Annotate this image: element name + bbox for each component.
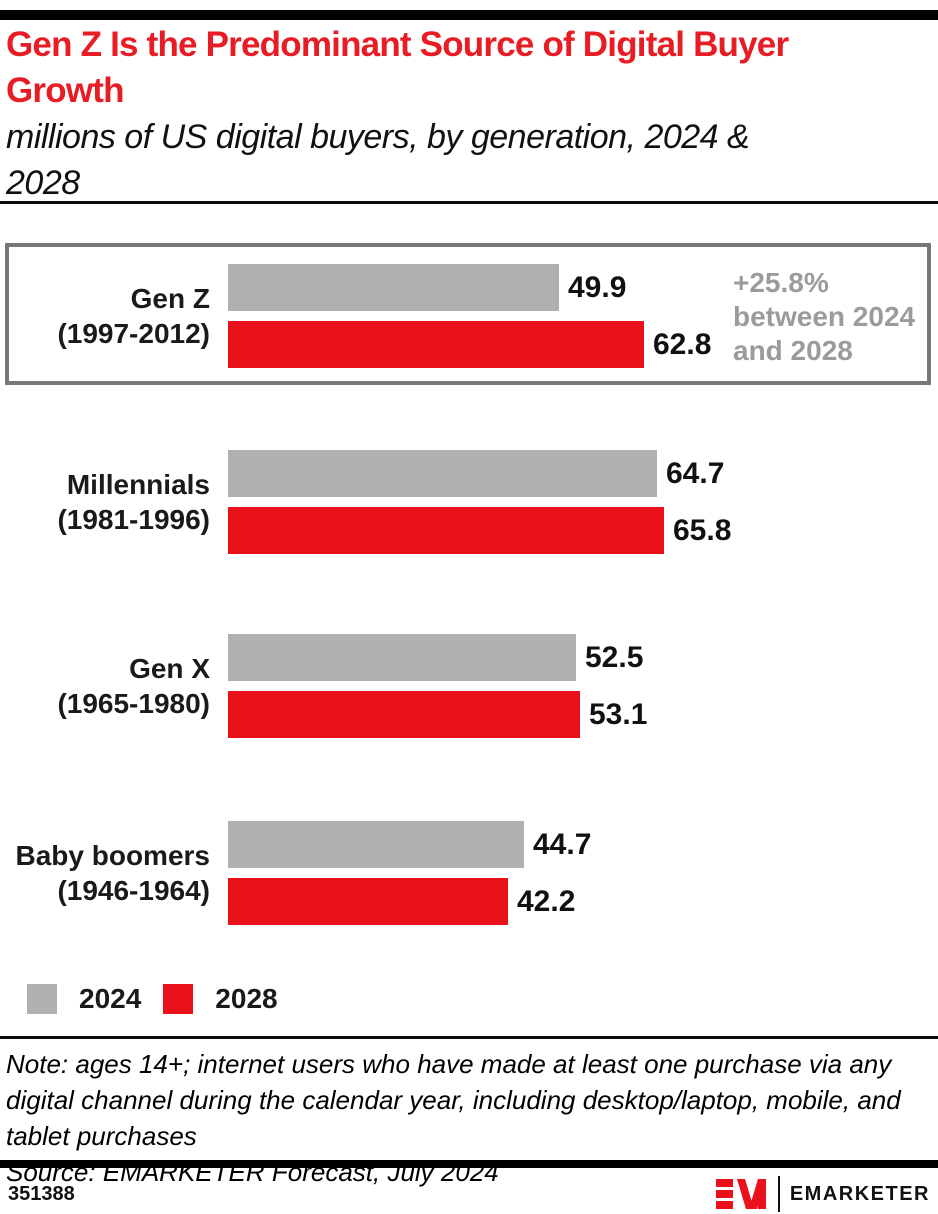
bar-row-2028: 62.8 — [228, 321, 711, 368]
category-years: (1965-1980) — [57, 688, 210, 719]
subtitle-line-2: 2028 — [6, 164, 80, 202]
bar-row-2024: 64.7 — [228, 450, 724, 497]
bar-value-2028-gen-z: 62.8 — [653, 327, 712, 361]
em-monogram-icon — [715, 1179, 766, 1209]
genz-highlight-box — [5, 243, 931, 385]
bar-row-2028: 53.1 — [228, 691, 647, 738]
bar-group-millennials: Millennials (1981-1996) 64.7 65.8 — [0, 450, 938, 554]
bar-2024-gen-x — [228, 634, 576, 681]
bar-row-2024: 44.7 — [228, 821, 591, 868]
chart-subtitle: millions of US digital buyers, by genera… — [6, 114, 750, 206]
legend: 2024 2028 — [27, 983, 278, 1015]
category-label-gen-z: Gen Z (1997-2012) — [0, 264, 210, 368]
top-accent-bar — [0, 10, 938, 20]
category-label-gen-x: Gen X (1965-1980) — [0, 634, 210, 738]
bar-row-2024: 49.9 — [228, 264, 626, 311]
subtitle-line-1: millions of US digital buyers, by genera… — [6, 118, 750, 156]
category-name: Millennials — [66, 469, 210, 500]
bar-value-2024-gen-z: 49.9 — [568, 270, 627, 304]
legend-item-2024: 2024 — [27, 983, 141, 1015]
category-label-baby-boomers: Baby boomers (1946-1964) — [0, 821, 211, 925]
brand-name: EMARKETER — [789, 1182, 930, 1205]
bar-2024-millennials — [228, 450, 657, 497]
bar-value-2028-baby-boomers: 42.2 — [517, 884, 576, 918]
category-years: (1946-1964) — [57, 875, 210, 906]
legend-item-2028: 2028 — [163, 983, 278, 1015]
bar-row-2028: 42.2 — [228, 878, 575, 925]
bar-group-gen-z: Gen Z (1997-2012) 49.9 62.8 — [0, 264, 938, 368]
bar-2028-gen-x — [228, 691, 580, 738]
growth-annotation: +25.8% between 2024 and 2028 — [733, 267, 916, 366]
bar-2028-gen-z — [228, 321, 644, 368]
bar-2024-gen-z — [228, 264, 559, 311]
category-years: (1981-1996) — [57, 504, 210, 535]
chart-title: Gen Z Is the Predominant Source of Digit… — [6, 22, 789, 114]
chart-id: 351388 — [8, 1183, 75, 1205]
bar-2024-baby-boomers — [228, 821, 524, 868]
category-label-millennials: Millennials (1981-1996) — [0, 450, 210, 554]
bar-group-gen-x: Gen X (1965-1980) 52.5 53.1 — [0, 634, 938, 738]
category-name: Baby boomers — [15, 840, 211, 871]
logo-divider — [777, 1176, 780, 1212]
bar-2028-millennials — [228, 507, 664, 554]
bar-2028-baby-boomers — [228, 878, 508, 925]
bar-row-2024: 52.5 — [228, 634, 643, 681]
bar-group-baby-boomers: Baby boomers (1946-1964) 44.7 42.2 — [0, 821, 938, 925]
title-line-1: Gen Z Is the Predominant Source of Digit… — [6, 25, 789, 64]
category-name: Gen X — [129, 653, 210, 684]
bar-value-2028-gen-x: 53.1 — [589, 697, 648, 731]
legend-label-2028: 2028 — [215, 983, 278, 1014]
bar-row-2028: 65.8 — [228, 507, 731, 554]
header-divider — [0, 201, 938, 204]
bottom-accent-bar — [0, 1160, 938, 1168]
emarketer-logo: EMARKETER — [715, 1176, 930, 1212]
bar-value-2024-baby-boomers: 44.7 — [533, 827, 592, 861]
bar-value-2028-millennials: 65.8 — [673, 513, 732, 547]
legend-swatch-2024 — [27, 984, 57, 1014]
footnote-divider — [0, 1036, 938, 1039]
category-name: Gen Z — [130, 283, 210, 314]
note-text: Note: ages 14+; internet users who have … — [6, 1049, 901, 1151]
bar-value-2024-gen-x: 52.5 — [585, 640, 644, 674]
category-years: (1997-2012) — [57, 318, 210, 349]
title-line-2: Growth — [6, 71, 124, 110]
legend-label-2024: 2024 — [79, 983, 142, 1014]
bar-value-2024-millennials: 64.7 — [666, 456, 725, 490]
legend-swatch-2028 — [163, 984, 194, 1014]
footnote: Note: ages 14+; internet users who have … — [6, 1046, 928, 1190]
